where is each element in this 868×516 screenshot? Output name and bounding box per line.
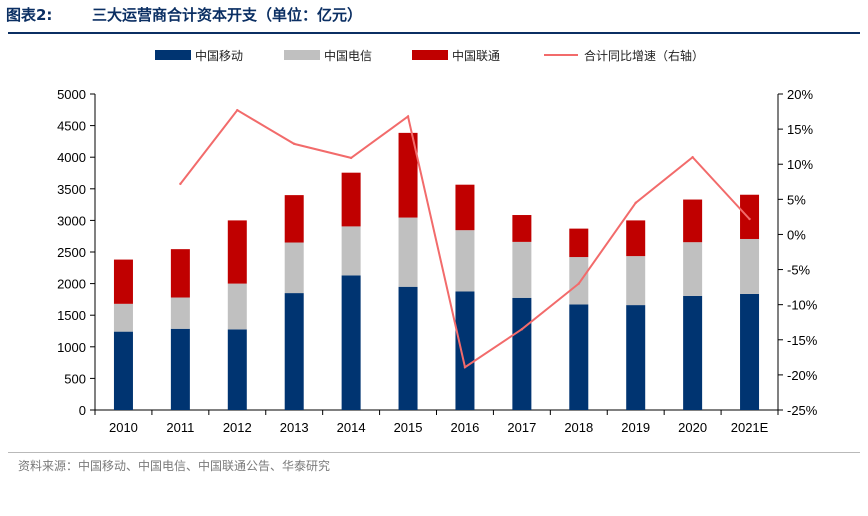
bar-telecom-2010 <box>113 303 133 332</box>
bar-unicom-2012 <box>227 220 247 284</box>
bar-telecom-2016 <box>455 230 475 292</box>
x-tick-label: 2020 <box>678 420 707 435</box>
growth-point-2021E <box>748 217 751 221</box>
bar-mobile-2010 <box>113 331 133 410</box>
growth-point-2017 <box>520 328 524 331</box>
bar-mobile-2011 <box>170 328 190 410</box>
bar-unicom-2011 <box>170 249 190 298</box>
legend-label-1: 中国电信 <box>324 48 372 63</box>
bar-mobile-2013 <box>284 293 304 410</box>
growth-point-2020 <box>691 156 694 159</box>
figure-label: 图表2: <box>6 6 53 24</box>
y-tick-label: 3000 <box>57 213 86 228</box>
y-tick-label: 2500 <box>57 245 86 260</box>
growth-point-2018 <box>577 282 580 285</box>
growth-point-2013 <box>293 142 296 146</box>
bar-mobile-2018 <box>569 304 589 410</box>
y-tick-label: 1500 <box>57 308 86 323</box>
y2-tick-label: 20% <box>787 87 813 102</box>
bar-unicom-2020 <box>683 199 703 243</box>
y2-tick-label: 5% <box>787 192 806 207</box>
bar-mobile-2016 <box>455 291 475 410</box>
bar-unicom-2015 <box>398 132 418 218</box>
bar-mobile-2019 <box>626 305 646 410</box>
bar-unicom-2016 <box>455 184 475 231</box>
growth-point-2014 <box>349 156 353 160</box>
x-tick-label: 2015 <box>394 420 423 435</box>
y2-tick-label: 0% <box>787 227 806 242</box>
source-note: 资料来源：中国移动、中国电信、中国联通公告、华泰研究 <box>18 459 331 473</box>
x-tick-label: 2016 <box>450 420 479 435</box>
bar-telecom-2011 <box>170 297 190 329</box>
legend-label-0: 中国移动 <box>195 48 243 63</box>
legend-swatch-0 <box>155 50 191 60</box>
x-tick-label: 2021E <box>731 420 769 435</box>
bar-mobile-2017 <box>512 297 532 410</box>
y2-tick-label: -10% <box>787 298 818 313</box>
y-tick-label: 3500 <box>57 182 86 197</box>
legend-label-2: 中国联通 <box>452 48 500 63</box>
bar-unicom-2013 <box>284 195 304 243</box>
x-tick-label: 2014 <box>337 420 366 435</box>
x-tick-label: 2012 <box>223 420 252 435</box>
bar-telecom-2014 <box>341 226 361 276</box>
y-tick-label: 4500 <box>57 119 86 134</box>
chart-title: 三大运营商合计资本开支（单位：亿元） <box>92 6 363 24</box>
x-tick-label: 2010 <box>109 420 138 435</box>
bar-mobile-2014 <box>341 275 361 410</box>
x-tick-label: 2018 <box>564 420 593 435</box>
y-tick-label: 1000 <box>57 340 86 355</box>
bar-unicom-2017 <box>512 215 532 242</box>
growth-point-2016 <box>463 365 467 369</box>
bar-unicom-2019 <box>626 220 646 257</box>
figure-header <box>8 4 860 34</box>
bar-telecom-2013 <box>284 242 304 294</box>
bar-telecom-2012 <box>227 283 247 330</box>
y-tick-label: 500 <box>64 371 86 386</box>
bar-mobile-2015 <box>398 286 418 410</box>
y-tick-label: 5000 <box>57 87 86 102</box>
bar-telecom-2018 <box>569 257 589 305</box>
x-tick-label: 2011 <box>166 420 194 435</box>
bar-mobile-2021E <box>740 293 760 410</box>
bar-mobile-2012 <box>227 329 247 410</box>
y2-tick-label: -5% <box>787 263 811 278</box>
y2-tick-label: -25% <box>787 403 818 418</box>
x-tick-label: 2019 <box>621 420 650 435</box>
growth-point-2019 <box>634 201 637 205</box>
bar-telecom-2019 <box>626 256 646 306</box>
x-tick-label: 2013 <box>280 420 309 435</box>
y-tick-label: 4000 <box>57 150 86 165</box>
legend-swatch-2 <box>412 50 448 60</box>
source-divider <box>8 452 860 453</box>
bar-unicom-2021E <box>740 194 760 239</box>
bar-unicom-2014 <box>341 172 361 227</box>
bar-telecom-2015 <box>398 217 418 287</box>
bar-mobile-2020 <box>683 295 703 410</box>
legend-label-3: 合计同比增速（右轴） <box>584 48 704 63</box>
growth-point-2011 <box>179 182 182 186</box>
y2-tick-label: -20% <box>787 368 818 383</box>
y2-tick-label: 10% <box>787 157 813 172</box>
bar-unicom-2010 <box>113 259 133 304</box>
growth-point-2015 <box>406 115 410 118</box>
y-tick-label: 2000 <box>57 277 86 292</box>
bar-telecom-2021E <box>740 238 760 294</box>
growth-point-2012 <box>236 108 239 112</box>
chart-canvas: 中国移动 中国电信 中国联通 合计同比增速（右轴） 0 500 1000 1500 2000 25… <box>57 48 818 435</box>
bar-telecom-2017 <box>512 241 532 298</box>
y-tick-label: 0 <box>79 403 86 418</box>
y2-tick-label: 15% <box>787 122 813 137</box>
legend-swatch-1 <box>284 50 320 60</box>
bar-telecom-2020 <box>683 242 703 296</box>
y2-tick-label: -15% <box>787 333 818 348</box>
bar-unicom-2018 <box>569 228 589 258</box>
x-tick-label: 2017 <box>507 420 536 435</box>
